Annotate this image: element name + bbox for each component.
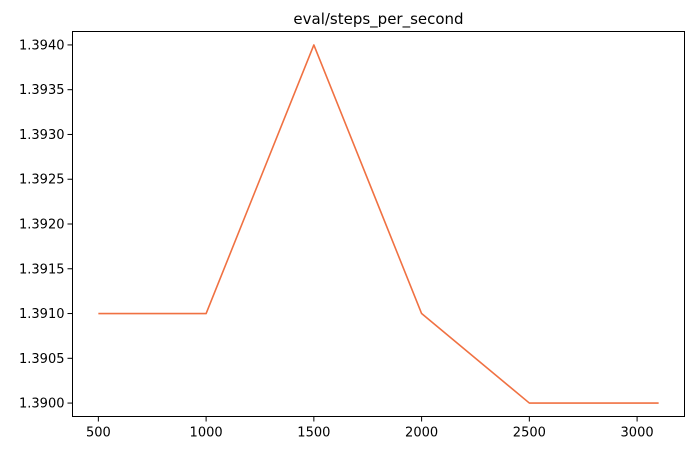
y-tick-label: 1.3900 <box>19 397 65 412</box>
y-tick-label: 1.3905 <box>19 352 65 367</box>
y-tick-label: 1.3925 <box>19 173 65 188</box>
y-tick-label: 1.3935 <box>19 83 65 98</box>
x-tick-label: 2500 <box>513 426 546 441</box>
plot-area <box>72 31 685 417</box>
x-tick-label: 500 <box>86 426 111 441</box>
x-tick-label: 1000 <box>190 426 223 441</box>
y-tick-label: 1.3915 <box>19 262 65 277</box>
y-tick-label: 1.3910 <box>19 307 65 322</box>
y-axis: 1.3900 1.3905 1.3910 1.3915 1.3920 1.3925 1.39… <box>19 38 73 412</box>
y-tick-label: 1.3920 <box>19 218 65 233</box>
y-tick-label: 1.3930 <box>19 128 65 143</box>
series-layer <box>98 44 659 404</box>
x-tick-label: 2000 <box>405 426 438 441</box>
x-axis: 500 1000 1500 2000 2500 3000 <box>86 416 654 441</box>
chart-title: eval/steps_per_second <box>293 10 463 29</box>
series-line <box>98 44 659 404</box>
y-tick-label: 1.3940 <box>19 38 65 53</box>
x-tick-label: 1500 <box>297 426 330 441</box>
x-tick-label: 3000 <box>621 426 654 441</box>
